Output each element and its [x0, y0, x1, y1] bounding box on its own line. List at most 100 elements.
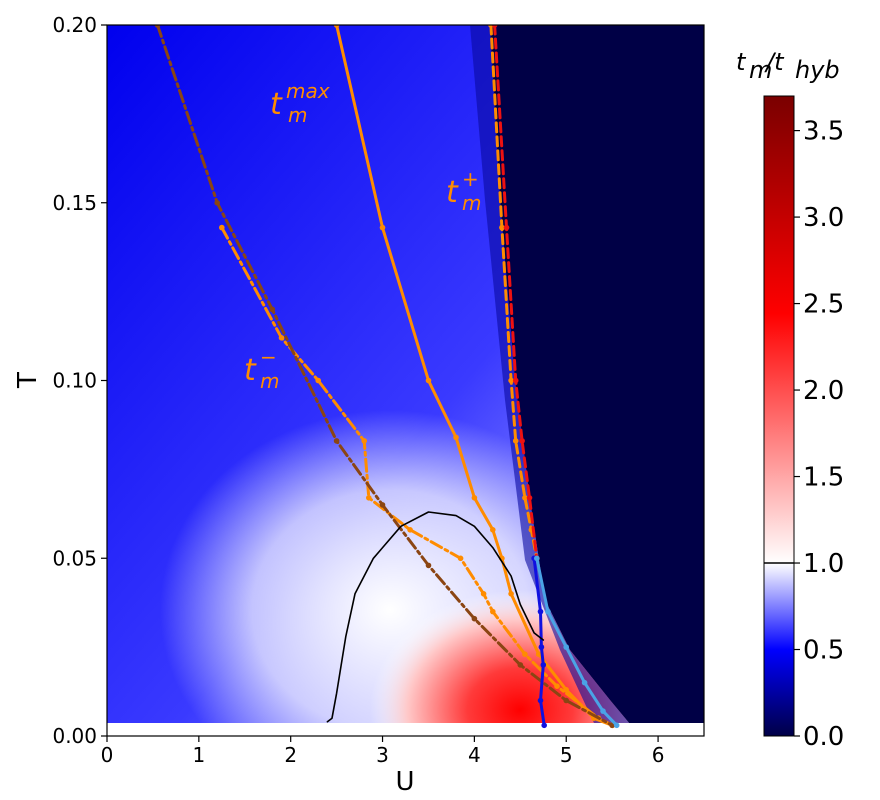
colorbar-tick-label: 3.5 [803, 117, 844, 147]
y-tick-label: 0.20 [52, 13, 97, 37]
series-line-boundary_lightblue [535, 556, 619, 727]
series-point-boundary_lightblue [581, 679, 588, 686]
colorbar-tick-label: 2.0 [803, 376, 844, 406]
series-point-tplus_orange [522, 495, 528, 501]
series-point-tminus_orange [554, 683, 560, 689]
colorbar-tick-label: 3.0 [803, 203, 844, 233]
series-point-tmax [535, 651, 542, 657]
series-point-tminus_orange [480, 591, 487, 597]
series-point-tminus_brown [379, 502, 386, 508]
series-point-tplus_blue [541, 722, 547, 729]
series-point-tmax [425, 377, 432, 384]
heatmap-background [107, 25, 704, 736]
series-point-tplus_red [503, 224, 510, 231]
series-point-tmax [453, 434, 459, 441]
series-point-tplus_red [512, 377, 519, 384]
colorbar-tick-label: 2.5 [803, 290, 844, 320]
series-layer [154, 25, 620, 729]
series-point-tplus_orange [508, 377, 514, 384]
annotation-tplus: t m + [446, 167, 481, 215]
colorbar-title: t m /t hyb [736, 48, 840, 84]
series-point-tminus_brown [333, 438, 340, 444]
annotation-tminus: t m − [244, 345, 279, 393]
colorbar-ticks: 0.0 0.5 1.0 1.5 2.0 2.5 3.0 3.5 [794, 117, 844, 752]
annotation-tplus-base: t [446, 175, 459, 210]
series-point-tmax [379, 224, 386, 231]
colorbar-tick-label: 0.0 [803, 722, 844, 752]
series-point-tminus_brown [269, 306, 276, 313]
x-tick-label: 0 [101, 743, 114, 767]
series-point-tminus_orange [278, 335, 285, 341]
series-line-tplus_red [493, 25, 539, 560]
x-axis-label: U [395, 767, 414, 797]
series-point-tplus_orange [499, 224, 505, 231]
series-point-tplus_blue [537, 608, 544, 615]
x-tick-label: 4 [468, 743, 481, 767]
series-point-tplus_blue [537, 697, 544, 704]
series-point-tminus_orange [490, 608, 496, 615]
y-tick-label: 0.15 [52, 191, 97, 215]
series-point-boundary_lightblue [545, 608, 551, 615]
y-axis-ticks: 0.00 0.05 0.10 0.15 0.20 [52, 13, 107, 748]
series-point-tminus_orange [366, 495, 372, 501]
series-point-tplus_red [491, 25, 498, 28]
y-axis-label: T [13, 372, 43, 389]
series-point-boundary_lightblue [613, 722, 620, 729]
annotation-tmax-base: t [270, 87, 283, 122]
series-line-tminus_brown [156, 25, 614, 727]
annotation-tminus-base: t [244, 353, 257, 388]
x-tick-label: 3 [376, 743, 389, 767]
colorbar: 0.0 0.5 1.0 1.5 2.0 2.5 3.0 3.5 t m /t hyb [736, 48, 844, 752]
series-line-contour_1 [326, 511, 545, 723]
colorbar-tick-label: 1.5 [803, 463, 844, 493]
x-tick-label: 6 [652, 743, 665, 767]
series-point-tminus_orange [219, 224, 225, 231]
annotation-tplus-sub: m [462, 191, 481, 215]
series-point-tplus_red [526, 495, 533, 501]
series-point-tminus_brown [214, 200, 220, 206]
series-point-tplus_orange [512, 438, 519, 444]
series-point-tmax [490, 527, 496, 533]
x-tick-label: 2 [284, 743, 297, 767]
x-axis-ticks: 0 1 2 3 4 5 6 [101, 736, 665, 767]
x-tick-label: 1 [192, 743, 205, 767]
annotation-tmax-sub: m [288, 103, 307, 127]
series-point-tminus_brown [425, 562, 432, 569]
annotation-tminus-sup: − [260, 345, 277, 369]
insulating-region [490, 25, 704, 736]
x-tick-label: 5 [560, 743, 573, 767]
annotation-tmax: t m max [270, 79, 330, 127]
annotation-tplus-sup: + [462, 167, 479, 191]
series-point-tminus_orange [522, 651, 528, 657]
series-point-tminus_brown [563, 697, 569, 704]
colorbar-tick-label: 0.5 [803, 636, 844, 666]
colorbar-title-slash: /t [764, 48, 785, 76]
series-point-tminus_brown [517, 662, 524, 668]
series-point-tmax [333, 25, 340, 28]
series-point-boundary_lightblue [600, 708, 606, 714]
colorbar-gradient [763, 95, 795, 737]
series-point-tplus_blue [538, 644, 545, 650]
colorbar-title-sub2: hyb [795, 56, 840, 84]
series-point-boundary_lightblue [534, 555, 540, 562]
colorbar-title-t: t [736, 48, 747, 76]
series-line-tmax [335, 25, 614, 727]
series-point-tminus_orange [457, 555, 464, 562]
annotation-tminus-sub: m [260, 369, 279, 393]
y-tick-label: 0.10 [52, 369, 97, 393]
series-point-tminus_orange [361, 438, 368, 444]
series-point-tminus_orange [315, 377, 322, 384]
series-point-boundary_lightblue [563, 644, 569, 650]
colorbar-tick-label: 1.0 [803, 549, 844, 579]
series-point-tminus_brown [154, 25, 161, 28]
annotation-tmax-sup: max [286, 79, 330, 103]
series-point-tminus_brown [471, 615, 478, 622]
series-point-tmax [508, 591, 514, 597]
colorbar-title-sub1: m [749, 56, 772, 84]
series-point-tplus_blue [540, 662, 547, 668]
series-line-tplus_blue [532, 556, 546, 727]
series-point-tplus_red [519, 438, 525, 444]
y-tick-label: 0.00 [52, 724, 97, 748]
y-tick-label: 0.05 [52, 546, 97, 570]
